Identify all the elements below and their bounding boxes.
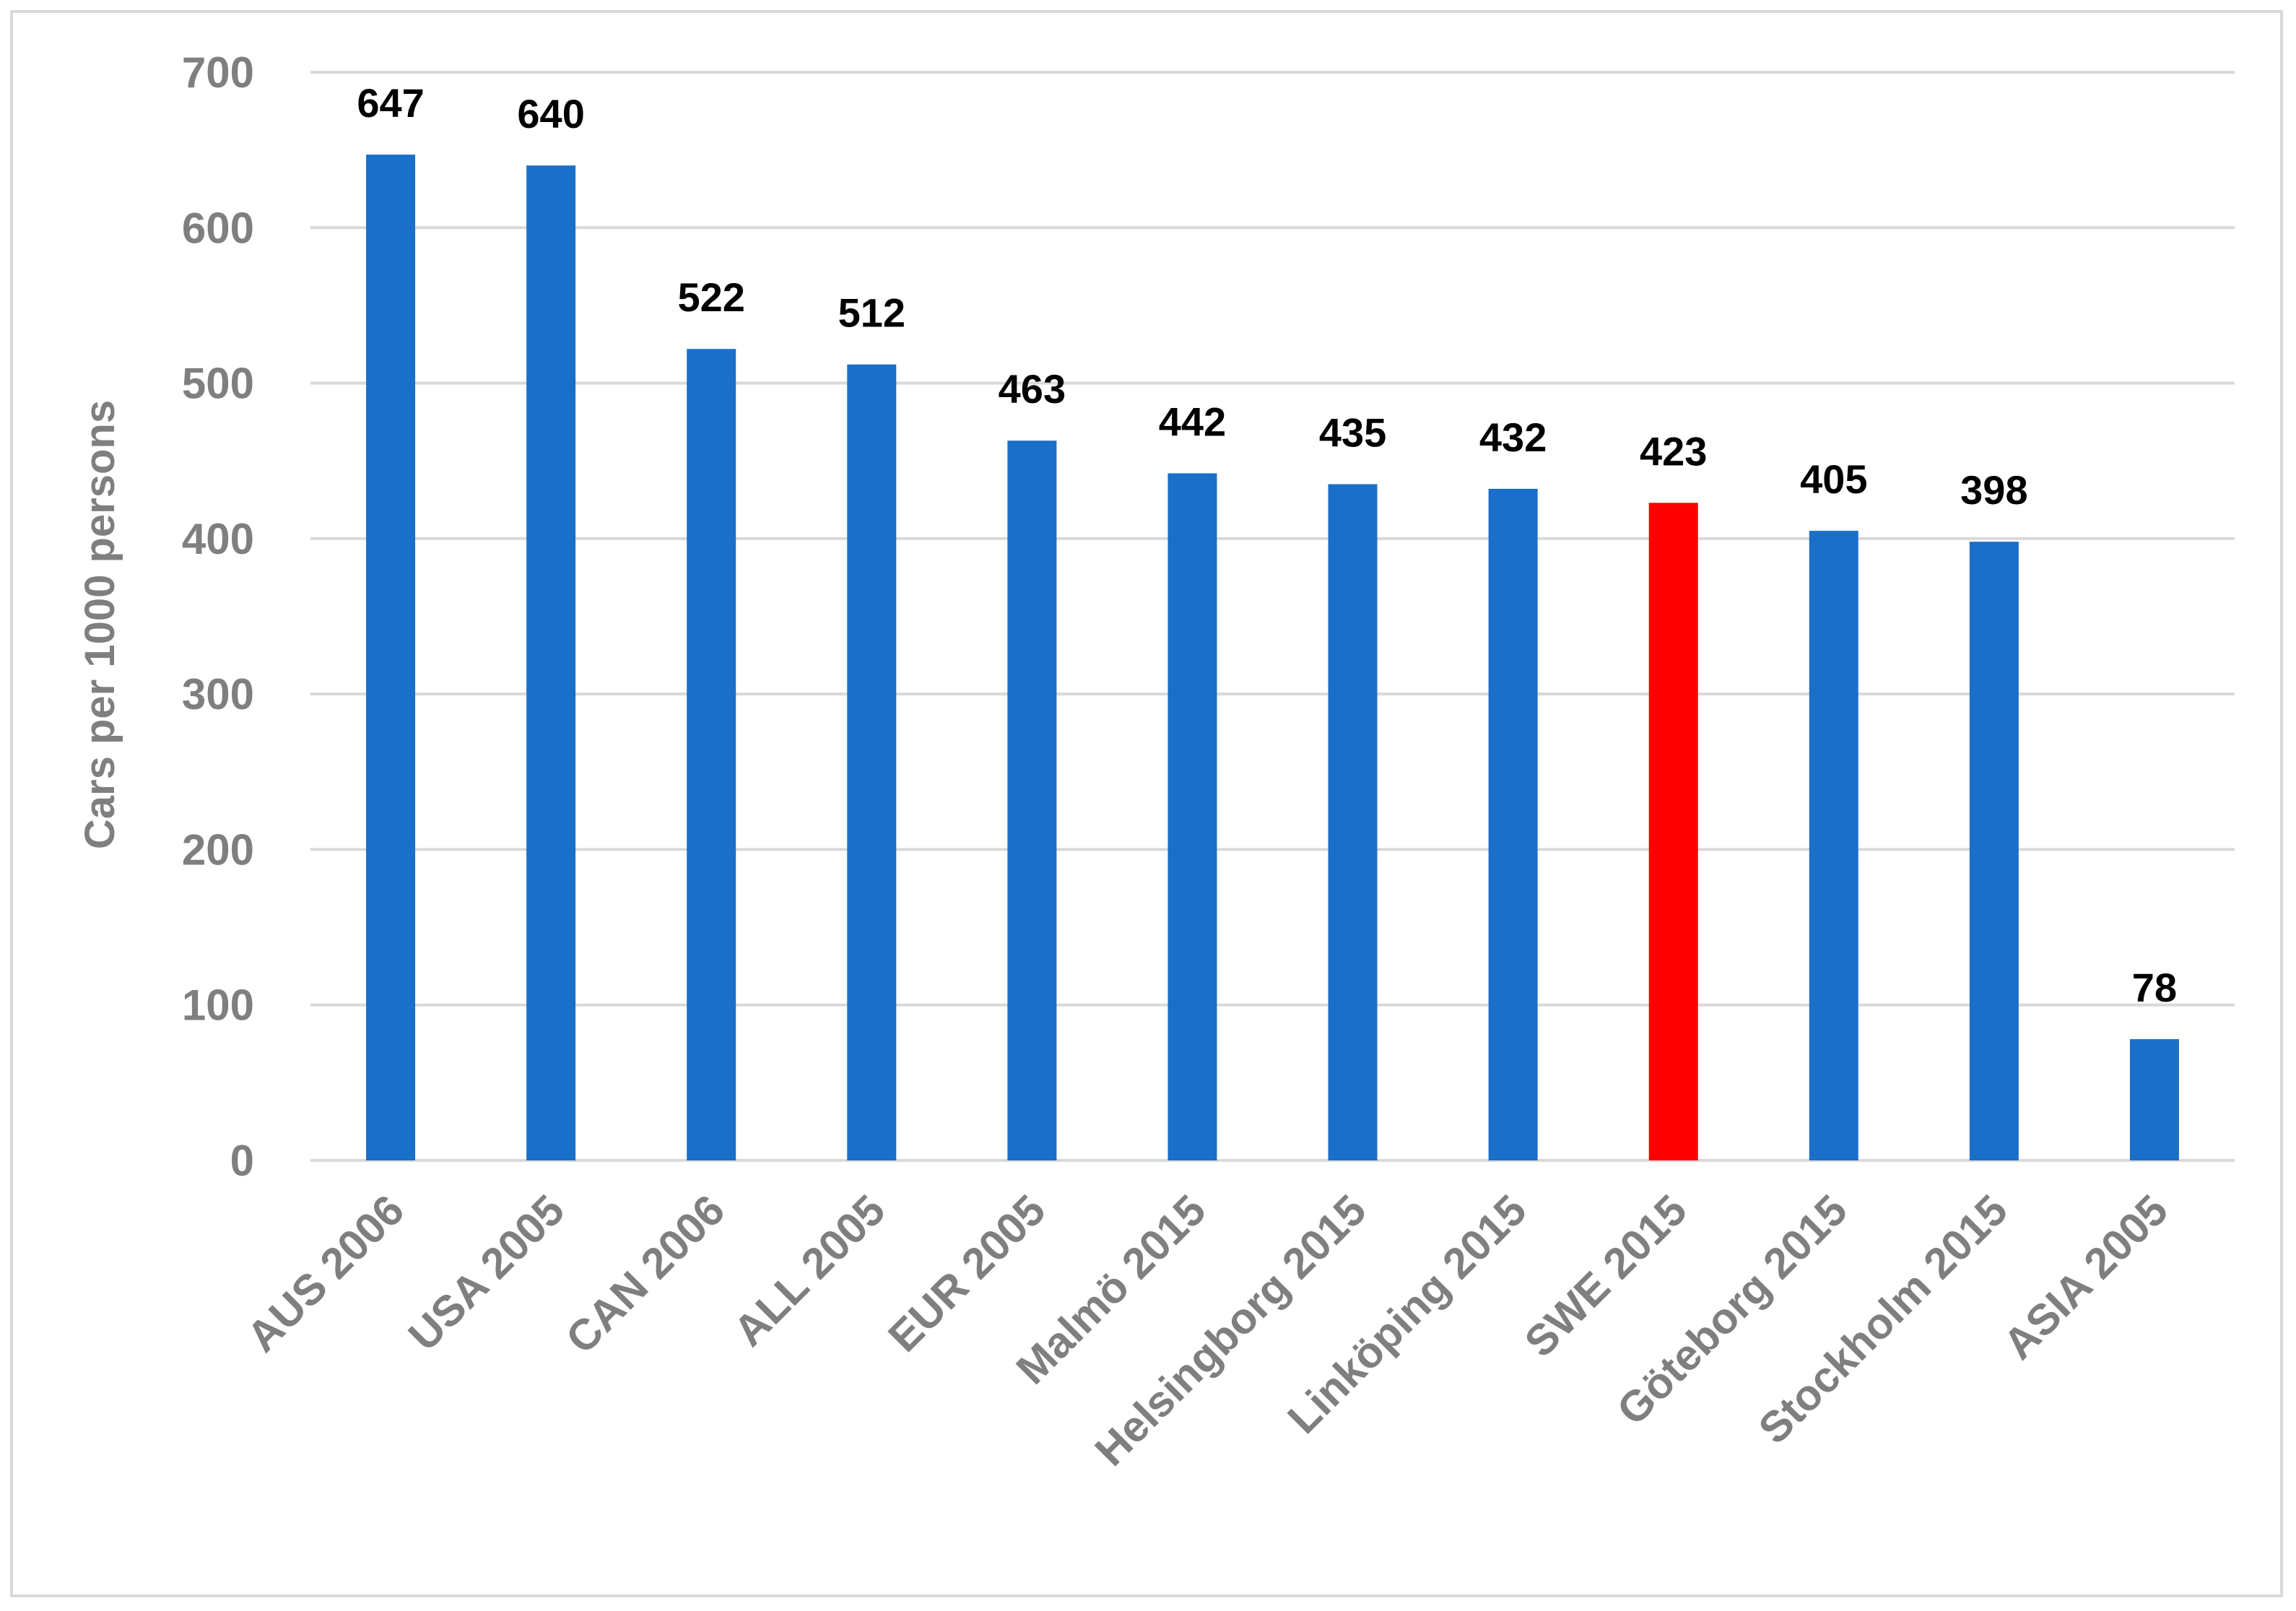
y-tick-label-600: 600: [182, 204, 254, 252]
data-label-5: 442: [1159, 399, 1226, 444]
bar-8: [1648, 503, 1698, 1160]
y-tick-label-0: 0: [230, 1137, 254, 1185]
y-tick-label-100: 100: [182, 981, 254, 1030]
x-tick-label-1: USA 2005: [399, 1186, 574, 1360]
bar-0: [366, 155, 416, 1160]
data-label-8: 423: [1640, 428, 1707, 474]
data-label-2: 522: [677, 274, 744, 320]
x-tick-label-3: ALL 2005: [724, 1186, 894, 1355]
y-axis-title: Cars per 1000 persons: [77, 400, 123, 849]
y-tick-label-300: 300: [182, 670, 254, 718]
y-tick-label-400: 400: [182, 515, 254, 563]
bar-3: [847, 364, 897, 1160]
bar-1: [526, 165, 576, 1161]
gridlines: [310, 71, 2235, 1162]
bar-10: [1969, 542, 2019, 1160]
y-tick-label-200: 200: [182, 825, 254, 874]
data-labels: 647 640 522 512 463 442 435 432 423 405 398 78: [357, 80, 2177, 1010]
bar-6: [1328, 484, 1378, 1160]
x-tick-label-4: EUR 2005: [879, 1186, 1054, 1361]
bar-9: [1809, 531, 1858, 1160]
bar-4: [1007, 440, 1057, 1160]
x-tick-label-11: ASIA 2005: [1994, 1186, 2177, 1368]
x-tick-label-0: AUS 2006: [238, 1186, 413, 1361]
data-label-6: 435: [1319, 410, 1386, 456]
data-label-3: 512: [838, 290, 905, 336]
bar-2: [687, 349, 736, 1161]
data-label-7: 432: [1479, 414, 1547, 460]
data-label-10: 398: [1960, 467, 2027, 513]
bar-7: [1488, 488, 1538, 1160]
y-tick-label-500: 500: [182, 360, 254, 408]
data-label-4: 463: [999, 366, 1066, 412]
x-tick-label-2: CAN 2006: [557, 1186, 734, 1363]
data-label-0: 647: [357, 80, 424, 126]
data-label-1: 640: [517, 91, 584, 136]
bars: [366, 155, 2179, 1161]
x-tick-label-6: Helsingborg 2015: [1086, 1186, 1375, 1475]
y-axis-ticks: 0 100 200 300 400 500 600 700: [182, 48, 254, 1185]
data-label-11: 78: [2132, 965, 2177, 1010]
y-tick-label-700: 700: [182, 48, 254, 97]
data-label-9: 405: [1800, 456, 1867, 502]
bar-5: [1167, 473, 1217, 1160]
bar-11: [2129, 1039, 2179, 1160]
